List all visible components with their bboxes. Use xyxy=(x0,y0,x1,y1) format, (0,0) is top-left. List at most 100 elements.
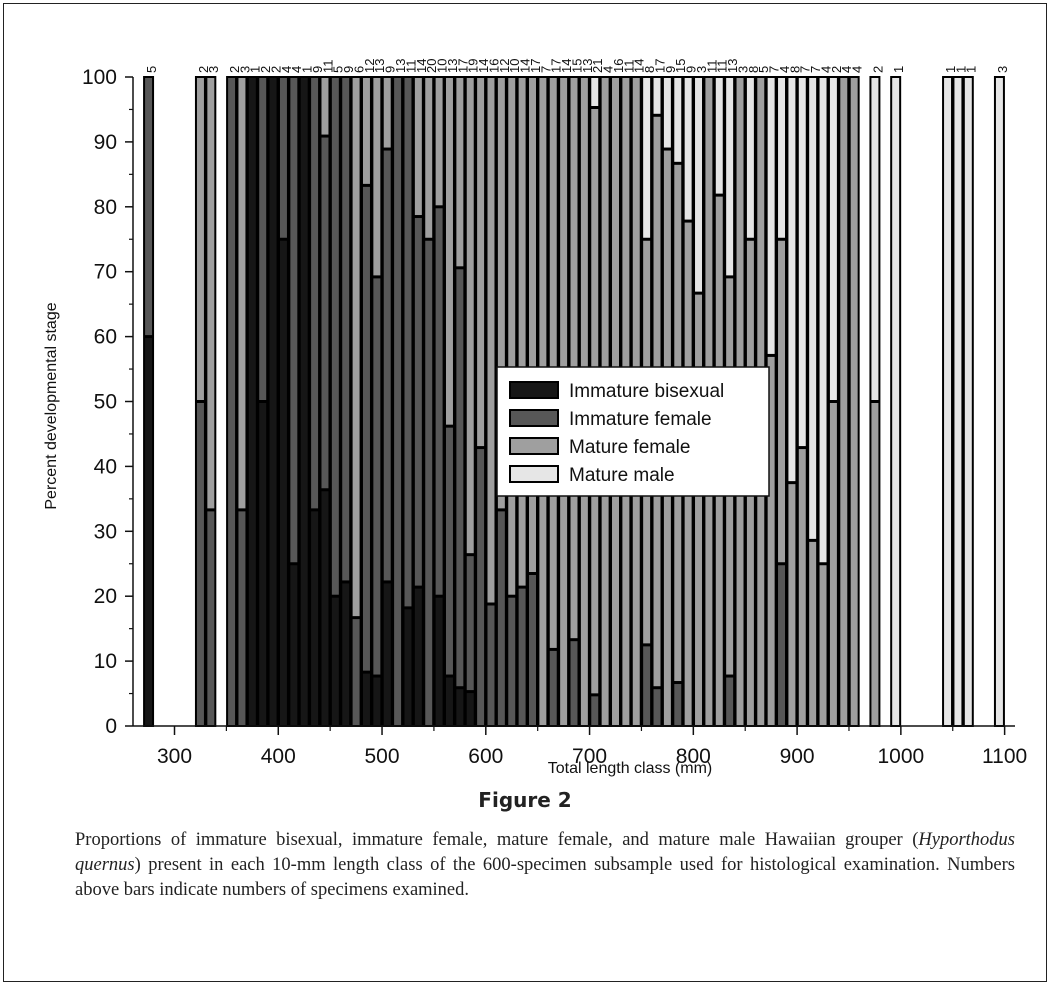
specimen-count-label: 8 xyxy=(642,66,657,73)
bar-segment-mature-male-705 xyxy=(590,76,600,108)
specimen-count-label: 2 xyxy=(829,66,844,73)
y-tick-label: 20 xyxy=(94,585,117,608)
specimen-count-label: 12 xyxy=(362,59,377,73)
specimen-count-label: 13 xyxy=(725,59,740,73)
bar-segment-immature-female-605 xyxy=(486,603,496,726)
figure-label: Figure 2 xyxy=(478,788,572,812)
bar-segment-immature-bisexual-405 xyxy=(278,239,288,726)
bar-segment-mature-male-835 xyxy=(725,77,735,277)
bar-segment-mature-female-365 xyxy=(237,77,247,510)
specimen-count-label: 17 xyxy=(455,59,470,73)
specimen-count-label: 13 xyxy=(580,59,595,73)
specimen-count-label: 14 xyxy=(518,59,533,73)
specimen-count-label: 15 xyxy=(673,59,688,73)
bar-segment-immature-bisexual-455 xyxy=(330,596,340,726)
bar-segment-immature-female-435 xyxy=(310,77,320,510)
legend-label-immature-female: Immature female xyxy=(569,409,712,430)
bar-segment-immature-female-555 xyxy=(434,206,444,597)
y-tick-label: 0 xyxy=(105,715,117,738)
specimen-count-label: 1 xyxy=(891,66,906,73)
bar-segment-immature-bisexual-555 xyxy=(434,596,444,726)
bar-segment-mature-female-495 xyxy=(372,77,382,277)
bar-segment-immature-bisexual-425 xyxy=(299,77,309,726)
axes-layer: 0 10 20 30 40 50 60 70 80 90 100 300 400 500 600 700 800… xyxy=(82,66,1027,768)
bar-segment-mature-male-895 xyxy=(787,77,797,483)
bar-segment-immature-female-885 xyxy=(777,563,787,726)
y-tick-label: 70 xyxy=(94,261,117,284)
bar-segment-mature-female-475 xyxy=(351,77,361,618)
caption-text-2: ) present in each 10-mm length class of … xyxy=(75,855,1015,900)
specimen-count-label: 11 xyxy=(320,60,335,74)
bar-segment-immature-female-615 xyxy=(496,509,506,726)
specimen-count-label: 1 xyxy=(300,66,315,73)
bar-segment-mature-female-325 xyxy=(195,77,205,402)
specimen-count-label: 4 xyxy=(850,66,865,73)
bar-segment-immature-female-785 xyxy=(673,682,683,726)
bar-segment-mature-male-1095 xyxy=(994,77,1004,726)
bar-segment-mature-male-855 xyxy=(745,77,755,240)
bar-segment-mature-female-685 xyxy=(569,77,579,640)
bar-segment-immature-bisexual-485 xyxy=(361,672,371,726)
bar-segment-mature-female-635 xyxy=(517,77,527,588)
bar-segment-mature-female-625 xyxy=(507,77,517,597)
bar-segment-mature-female-595 xyxy=(476,77,486,448)
specimen-count-label: 14 xyxy=(559,59,574,73)
bar-segment-immature-female-365 xyxy=(237,509,247,726)
y-tick-label: 90 xyxy=(94,131,117,154)
bar-segment-immature-bisexual-465 xyxy=(341,581,351,726)
specimen-count-label: 14 xyxy=(414,59,429,73)
specimen-count-label: 16 xyxy=(486,59,501,73)
bar-segment-immature-bisexual-565 xyxy=(444,676,454,726)
bar-segment-mature-male-875 xyxy=(766,77,776,356)
bar-segment-mature-female-505 xyxy=(382,77,392,150)
bar-segment-immature-female-385 xyxy=(258,77,268,402)
bar-segment-mature-male-805 xyxy=(694,77,704,294)
bar-segment-mature-male-825 xyxy=(714,77,724,196)
y-tick-label: 60 xyxy=(94,326,117,349)
specimen-count-label: 7 xyxy=(798,66,813,73)
bar-segment-immature-bisexual-575 xyxy=(455,687,465,726)
bar-segment-immature-female-765 xyxy=(652,687,662,726)
specimen-count-label: 20 xyxy=(424,59,439,73)
x-tick-label: 1100 xyxy=(982,745,1027,768)
specimen-count-label: 3 xyxy=(995,66,1010,73)
bar-segment-mature-female-925 xyxy=(818,563,828,726)
specimen-count-label: 4 xyxy=(839,66,854,73)
specimen-count-label: 2 xyxy=(269,66,284,73)
y-tick-label: 30 xyxy=(94,520,117,543)
bar-segment-mature-male-785 xyxy=(673,77,683,164)
bar-segment-mature-female-975 xyxy=(870,401,880,726)
x-tick-label: 1000 xyxy=(877,745,924,768)
specimen-count-label: 4 xyxy=(777,66,792,73)
x-tick-label: 900 xyxy=(780,745,815,768)
bar-segment-mature-female-885 xyxy=(777,239,787,564)
bar-segment-immature-female-635 xyxy=(517,587,527,726)
specimen-count-label: 7 xyxy=(538,66,553,73)
bar-segment-mature-male-755 xyxy=(642,77,652,240)
bar-segment-immature-female-445 xyxy=(320,136,330,490)
specimen-count-label: 1 xyxy=(964,66,979,73)
legend-label-mature-female: Mature female xyxy=(569,437,690,458)
bar-segment-mature-female-645 xyxy=(528,77,537,574)
bar-segment-mature-male-1055 xyxy=(953,77,963,726)
bar-segment-mature-female-585 xyxy=(465,76,475,555)
bar-segment-mature-female-665 xyxy=(548,77,558,650)
specimen-count-label: 3 xyxy=(694,66,709,73)
specimen-count-label: 1 xyxy=(953,66,968,73)
bar-segment-mature-male-775 xyxy=(662,77,672,150)
bar-segment-mature-female-565 xyxy=(444,77,454,427)
bar-segment-immature-bisexual-445 xyxy=(320,489,330,726)
specimen-count-label: 11 xyxy=(704,60,719,74)
bar-segment-immature-bisexual-275 xyxy=(144,336,154,726)
specimen-count-label: 21 xyxy=(590,59,605,73)
legend: Immature bisexual Immature female Mature f… xyxy=(496,366,770,497)
x-tick-label: 800 xyxy=(676,745,711,768)
specimen-count-label: 10 xyxy=(435,59,450,73)
bar-segment-immature-female-525 xyxy=(403,77,413,608)
specimen-count-label: 11 xyxy=(715,60,730,74)
bar-segment-mature-female-335 xyxy=(206,77,216,510)
x-tick-label: 500 xyxy=(365,745,400,768)
bar-segment-mature-female-485 xyxy=(361,77,371,186)
x-tick-label: 600 xyxy=(468,745,503,768)
specimen-count-label: 8 xyxy=(787,66,802,73)
